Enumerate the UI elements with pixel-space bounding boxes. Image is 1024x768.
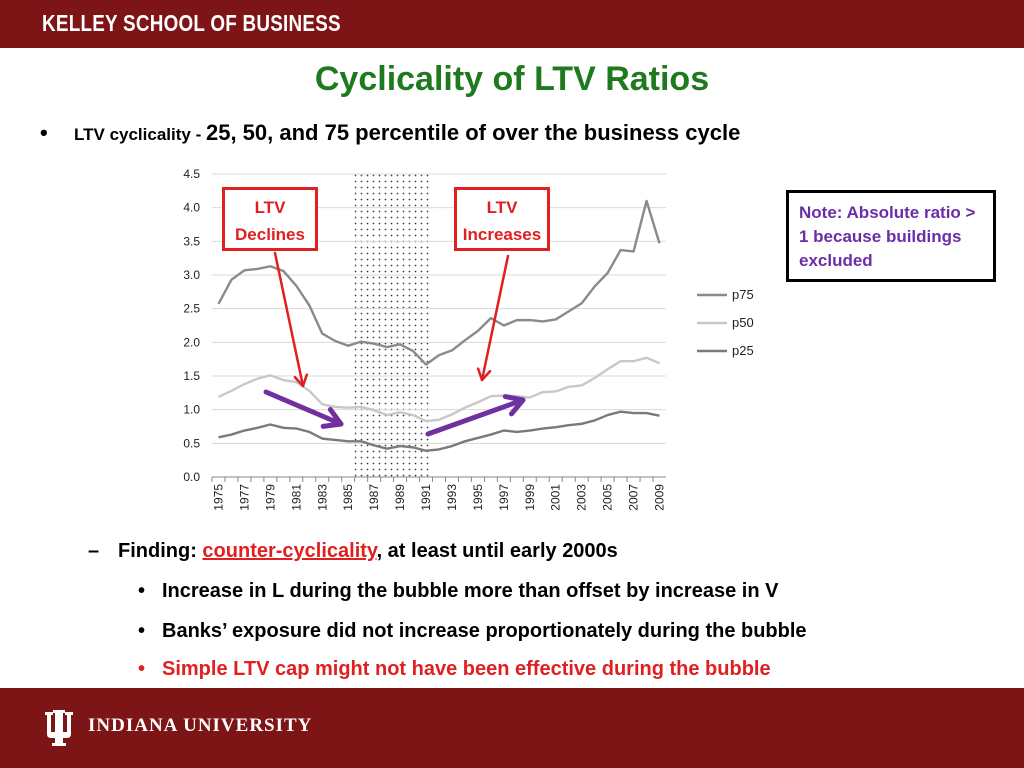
legend-label: p25 [732, 343, 754, 358]
x-tick-label: 2005 [601, 484, 615, 511]
finding-suffix: , at least until early 2000s [376, 540, 618, 562]
university-name: INDIANA UNIVERSITY [88, 715, 313, 736]
x-tick-label: 2003 [575, 484, 589, 511]
x-tick-label: 1999 [523, 484, 537, 511]
point-2: • Banks’ exposure did not increase propor… [138, 620, 807, 643]
series-line-p25 [218, 410, 660, 452]
declining-trend-arrow [263, 389, 344, 427]
point-1: • Increase in L during the bubble more th… [138, 580, 778, 603]
x-tick-label: 1987 [367, 484, 381, 511]
ltv-declines-line2: Declines [235, 225, 305, 244]
x-tick-label: 1977 [237, 484, 251, 511]
y-tick-label: 4.5 [183, 167, 200, 181]
bullet-dot: • [138, 580, 146, 602]
x-tick-label: 1981 [289, 484, 303, 511]
note-box: Note: Absolute ratio > 1 because buildin… [786, 190, 996, 282]
y-tick-label: 1.0 [183, 403, 200, 417]
iu-trident-icon [45, 710, 73, 746]
point-3: • Simple LTV cap might not have been effe… [138, 658, 771, 681]
footer-bar: INDIANA UNIVERSITY [0, 688, 1024, 768]
main-bullet-text: 25, 50, and 75 percentile of over the bu… [205, 120, 741, 145]
ltv-increases-label: LTV Increases [454, 187, 550, 251]
declines-pointer-arrow [273, 251, 305, 388]
main-bullet-lead: LTV cyclicality - [74, 125, 206, 144]
point-2-text: Banks’ exposure did not increase proport… [162, 620, 807, 642]
y-tick-label: 4.0 [183, 201, 200, 215]
ltv-increases-line2: Increases [462, 225, 542, 244]
x-tick-label: 1995 [471, 484, 485, 511]
legend-label: p75 [732, 287, 754, 302]
header-bar: KELLEY SCHOOL OF BUSINESS [0, 0, 1024, 51]
x-tick-label: 2001 [549, 484, 563, 511]
declining-trend-arrow-head [320, 406, 344, 429]
y-tick-label: 2.5 [183, 302, 200, 316]
bullet-dot: • [40, 120, 48, 145]
series-line-p50 [217, 356, 660, 423]
legend-label: p50 [732, 315, 754, 330]
dash-marker: – [88, 540, 100, 562]
y-tick-label: 1.5 [183, 369, 200, 383]
school-name: KELLEY SCHOOL OF BUSINESS [42, 10, 341, 36]
shaded-region [354, 174, 433, 477]
x-tick-label: 2007 [627, 484, 641, 511]
increasing-trend-arrow [425, 397, 526, 437]
x-tick-label: 1983 [315, 484, 329, 511]
finding-prefix: Finding: [118, 540, 203, 562]
x-tick-label: 1997 [497, 484, 511, 511]
x-tick-label: 1979 [263, 484, 277, 511]
finding-line: – Finding: counter-cyclicality, at least … [88, 540, 618, 563]
slide-title: Cyclicality of LTV Ratios [314, 60, 710, 98]
bullet-dot: • [138, 658, 146, 680]
x-tick-label: 1993 [445, 484, 459, 511]
ltv-increases-line1: LTV [486, 198, 518, 217]
bullet-dot: • [138, 620, 146, 642]
increases-pointer-arrow-head [476, 367, 492, 382]
y-tick-label: 0.5 [183, 436, 200, 450]
y-tick-label: 3.0 [183, 268, 200, 282]
series-line-p75 [217, 199, 661, 366]
main-bullet: • LTV cyclicality - 25, 50, and 75 percen… [40, 120, 740, 146]
y-tick-label: 2.0 [183, 335, 200, 349]
declines-pointer-arrow-head [293, 373, 309, 388]
finding-highlight: counter-cyclicality [202, 540, 377, 562]
ltv-declines-label: LTV Declines [222, 187, 318, 251]
x-tick-label: 1985 [341, 484, 355, 511]
y-tick-label: 0.0 [183, 470, 200, 484]
x-tick-label: 1991 [419, 484, 433, 511]
increasing-trend-arrow-head [502, 394, 526, 417]
increases-pointer-arrow [480, 254, 510, 382]
y-tick-label: 3.5 [183, 234, 200, 248]
x-tick-label: 2009 [653, 484, 667, 511]
ltv-declines-line1: LTV [254, 198, 286, 217]
x-tick-label: 1975 [211, 484, 225, 511]
point-1-text: Increase in L during the bubble more tha… [162, 580, 779, 602]
x-tick-label: 1989 [393, 484, 407, 511]
point-3-text: Simple LTV cap might not have been effec… [162, 658, 771, 680]
